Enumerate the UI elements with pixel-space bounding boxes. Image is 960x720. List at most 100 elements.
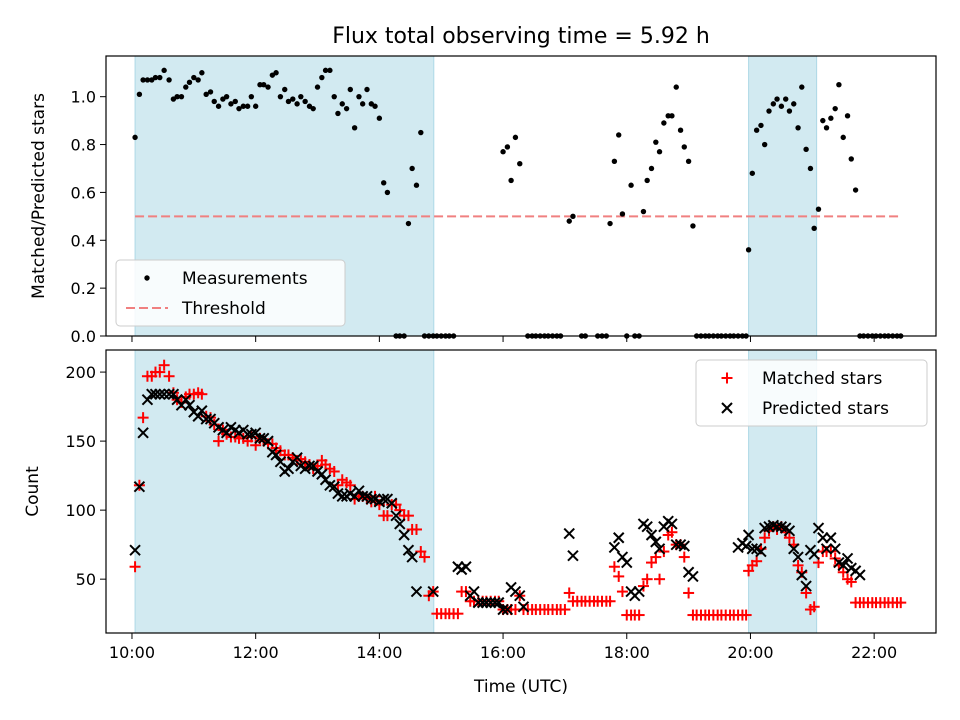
measurements-point xyxy=(628,182,634,188)
predicted-stars-point xyxy=(563,527,575,540)
measurements-point xyxy=(319,74,325,81)
predicted-stars-point xyxy=(514,590,526,602)
matched-stars-point xyxy=(410,523,422,535)
measurements-point xyxy=(852,187,859,193)
measurements-point xyxy=(178,93,185,100)
legend-label-measurements: Measurements xyxy=(182,269,308,289)
y-tick-label: 150 xyxy=(65,432,96,451)
predicted-stars-point xyxy=(192,410,204,422)
predicted-stars-point xyxy=(650,536,662,548)
predicted-stars-point xyxy=(742,529,755,541)
measurements-point xyxy=(248,93,255,100)
shaded-region-2 xyxy=(748,55,818,337)
measurements-point xyxy=(376,115,383,121)
matched-stars-point xyxy=(641,573,653,585)
y-tick-label: 0.2 xyxy=(71,279,96,298)
measurements-point xyxy=(753,127,760,133)
predicted-stars-point xyxy=(303,460,316,472)
predicted-stars-point xyxy=(356,490,369,503)
predicted-stars-point xyxy=(149,388,162,400)
measurements-point xyxy=(673,84,679,90)
predicted-stars-point xyxy=(645,529,658,541)
measurements-point xyxy=(207,89,214,95)
measurements-point xyxy=(257,82,263,88)
predicted-stars-point xyxy=(746,543,759,555)
measurements-point xyxy=(512,134,519,141)
measurements-point xyxy=(236,105,242,112)
measurements-point xyxy=(244,103,251,109)
x-tick-label: 14:00 xyxy=(356,643,402,662)
measurements-point xyxy=(761,141,768,148)
measurements-point xyxy=(749,170,756,176)
matched-stars-legend-marker xyxy=(721,372,733,384)
measurements-point xyxy=(828,115,834,121)
measurements-point xyxy=(685,158,692,164)
measurements-point xyxy=(418,129,424,136)
y-tick-label: 0.4 xyxy=(71,231,96,250)
predicted-stars-point xyxy=(567,549,579,562)
measurements-point xyxy=(261,82,267,88)
matched-stars-point xyxy=(645,557,657,569)
predicted-stars-point xyxy=(394,518,406,530)
legend-label-matched-stars: Matched stars xyxy=(762,369,882,389)
matched-stars-point xyxy=(654,573,666,585)
matched-stars-point xyxy=(683,587,695,599)
predicted-stars-point xyxy=(200,413,212,425)
measurements-point xyxy=(322,67,329,74)
bottom-legend-box xyxy=(695,359,928,427)
measurements-point xyxy=(290,96,296,102)
predicted-stars-point xyxy=(837,559,849,572)
matched-stars-point xyxy=(137,412,149,424)
measurements-point xyxy=(343,105,350,112)
measurements-point xyxy=(211,98,217,105)
predicted-stars-point xyxy=(783,525,796,537)
predicted-stars-point xyxy=(740,540,752,552)
predicted-stars-point xyxy=(755,545,767,558)
predicted-stars-point xyxy=(353,485,365,497)
predicted-stars-point xyxy=(808,548,820,561)
measurements-point xyxy=(774,96,780,102)
measurements-point xyxy=(766,108,772,114)
measurements-point xyxy=(174,93,180,100)
predicted-stars-point xyxy=(336,490,348,503)
measurements-point xyxy=(570,213,576,220)
predicted-stars-point xyxy=(183,399,196,411)
predicted-stars-point xyxy=(154,388,166,400)
measurements-point xyxy=(339,101,345,107)
matched-stars-point xyxy=(452,608,464,620)
measurements-point xyxy=(815,206,822,212)
predicted-stars-point xyxy=(788,543,800,555)
measurements-point xyxy=(799,84,805,90)
measurements-point xyxy=(803,146,809,153)
measurements-point xyxy=(811,225,817,232)
matched-stars-point xyxy=(163,370,175,382)
measurements-point xyxy=(786,108,793,114)
predicted-stars-point xyxy=(641,520,653,533)
matched-stars-point xyxy=(196,388,208,400)
top-panel-legend: Measurements Threshold xyxy=(115,259,346,327)
measurements-point xyxy=(653,139,659,145)
measurements-point xyxy=(823,125,830,131)
measurements-point xyxy=(384,189,391,196)
predicted-stars-point xyxy=(163,388,175,400)
matched-stars-point xyxy=(394,504,406,516)
predicted-stars-point xyxy=(137,427,149,439)
predicted-stars-point xyxy=(666,518,678,530)
y-tick-label: 1.0 xyxy=(71,88,96,107)
measurements-point xyxy=(215,103,222,109)
measurements-point xyxy=(690,223,696,229)
predicted-stars-point xyxy=(771,520,783,533)
predicted-stars-point xyxy=(180,393,192,406)
measurements-point xyxy=(228,101,234,107)
top-legend-box xyxy=(115,259,346,327)
matched-stars-point xyxy=(415,546,427,558)
measurements-point xyxy=(232,98,238,105)
measurements-point xyxy=(795,125,801,131)
measurements-point xyxy=(656,149,663,155)
measurements-point xyxy=(677,127,684,133)
bottom-panel-axes: 50 100 150 200 10:00 12:00 14:00 16:00 18:00 20:0… xyxy=(65,349,937,662)
matched-stars-point xyxy=(808,601,820,613)
y-tick-label: 0.6 xyxy=(71,183,96,202)
matched-stars-point xyxy=(792,559,804,571)
